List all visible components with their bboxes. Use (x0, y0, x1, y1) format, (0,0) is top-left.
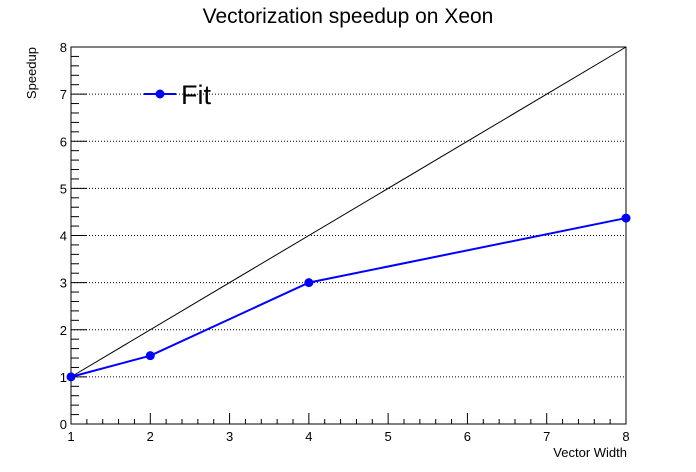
x-tick-label: 1 (67, 429, 74, 444)
y-tick-label: 8 (60, 40, 67, 55)
legend-label: Fit (181, 80, 211, 110)
x-tick-label: 2 (147, 429, 154, 444)
x-tick-label: 7 (543, 429, 550, 444)
ticks-layer (70, 46, 627, 425)
legend: Fit (144, 80, 211, 110)
x-tick-label: 6 (464, 429, 471, 444)
y-tick-label: 2 (60, 323, 67, 338)
x-axis-title: Vector Width (553, 445, 627, 460)
y-tick-label: 6 (60, 134, 67, 149)
y-tick-label: 1 (60, 370, 67, 385)
y-tick-label: 5 (60, 181, 67, 196)
y-tick-label: 3 (60, 276, 67, 291)
reference-layer (70, 46, 627, 378)
y-tick-label: 4 (60, 229, 67, 244)
y-axis-title: Speedup (24, 47, 39, 99)
data-point (621, 213, 631, 223)
x-tick-label: 8 (622, 429, 629, 444)
data-point (66, 372, 76, 382)
series-layer (66, 213, 631, 382)
plot-frame (70, 46, 627, 425)
data-point (145, 351, 155, 361)
series-line (70, 217, 627, 378)
x-tick-label: 5 (385, 429, 392, 444)
legend-marker (155, 89, 165, 99)
x-tick-label: 3 (226, 429, 233, 444)
reference-line (70, 46, 627, 378)
y-tick-label: 7 (60, 87, 67, 102)
x-tick-label: 4 (305, 429, 312, 444)
grid-layer (71, 93, 626, 378)
data-point (304, 278, 314, 288)
chart-title: Vectorization speedup on Xeon (203, 5, 494, 28)
y-tick-label: 0 (60, 417, 67, 432)
